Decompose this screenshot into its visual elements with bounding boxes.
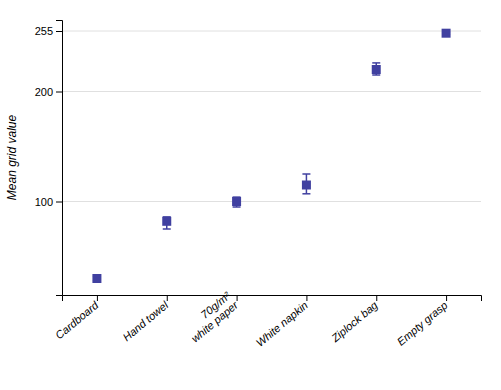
marker [162, 217, 171, 226]
y-tick-mark [56, 31, 62, 32]
grid-line [62, 91, 481, 92]
error-bar [163, 217, 171, 229]
x-tick-label: Hand towel [120, 298, 170, 343]
x-tick-label: Cardboard [53, 298, 101, 341]
y-tick-mark [56, 92, 62, 93]
x-tick-mark [167, 295, 168, 301]
error-bar-cap-bottom [163, 228, 171, 230]
y-tick-mark [56, 202, 62, 203]
marker [92, 274, 101, 283]
error-bar [372, 63, 380, 75]
x-tick: Ziplock bag [328, 295, 380, 345]
x-axis-line [63, 296, 482, 302]
y-tick-label: 100 [35, 196, 53, 208]
grid [62, 31, 481, 202]
error-bar-cap-bottom [372, 74, 380, 76]
x-tick-label-line: Ziplock bag [328, 298, 380, 345]
y-axis: 100 200 255 [35, 21, 63, 296]
error-bar-cap-bottom [233, 206, 241, 208]
x-tick-label-line: white paper [189, 298, 241, 345]
x-tick-label: White napkin [254, 299, 310, 349]
grid-line [62, 201, 481, 202]
chart-container: 100 200 255 Cardboard Hand towel70g/m²white … [0, 0, 501, 390]
x-tick-label-line: Empty grasp [395, 299, 450, 348]
x-axis: Cardboard Hand towel70g/m²white paper Whit… [53, 289, 482, 349]
marker [442, 29, 451, 38]
y-axis-line [56, 21, 63, 296]
x-tick: 70g/m²white paper [181, 289, 241, 345]
plot-area: 100 200 255 Cardboard Hand towel70g/m²white … [5, 21, 482, 349]
x-tick-mark [97, 295, 98, 301]
x-tick-label-line: White napkin [254, 299, 310, 349]
x-tick-label-line: Cardboard [53, 298, 101, 341]
x-tick: Hand towel [120, 295, 170, 343]
x-tick-mark [376, 295, 377, 301]
error-bar [302, 174, 310, 194]
x-tick-label: Ziplock bag [328, 298, 380, 345]
y-tick-label: 200 [35, 86, 53, 98]
y-tick: 255 [35, 25, 62, 37]
x-tick-mark [306, 295, 307, 301]
marker [372, 65, 381, 74]
y-tick-label: 255 [35, 25, 53, 37]
error-bar-cap-top [372, 62, 380, 64]
x-tick-mark [446, 295, 447, 301]
chart: 100 200 255 Cardboard Hand towel70g/m²white … [0, 0, 501, 390]
x-tick-mark [237, 295, 238, 301]
x-tick-label: Empty grasp [395, 299, 450, 348]
x-tick: Cardboard [53, 295, 101, 341]
grid-line [62, 31, 481, 32]
error-bar [233, 197, 241, 207]
marks [92, 29, 450, 283]
x-tick-label: 70g/m²white paper [181, 289, 241, 345]
x-tick: White napkin [254, 295, 310, 349]
y-axis-title: Mean grid value [5, 114, 19, 200]
y-tick: 100 [35, 196, 62, 208]
x-tick-label-line: Hand towel [120, 298, 170, 343]
y-tick: 200 [35, 86, 62, 98]
error-bar-cap-top [302, 173, 310, 175]
error-bar-cap-bottom [302, 193, 310, 195]
marker [302, 181, 311, 190]
marker [232, 197, 241, 206]
x-tick: Empty grasp [395, 295, 450, 348]
